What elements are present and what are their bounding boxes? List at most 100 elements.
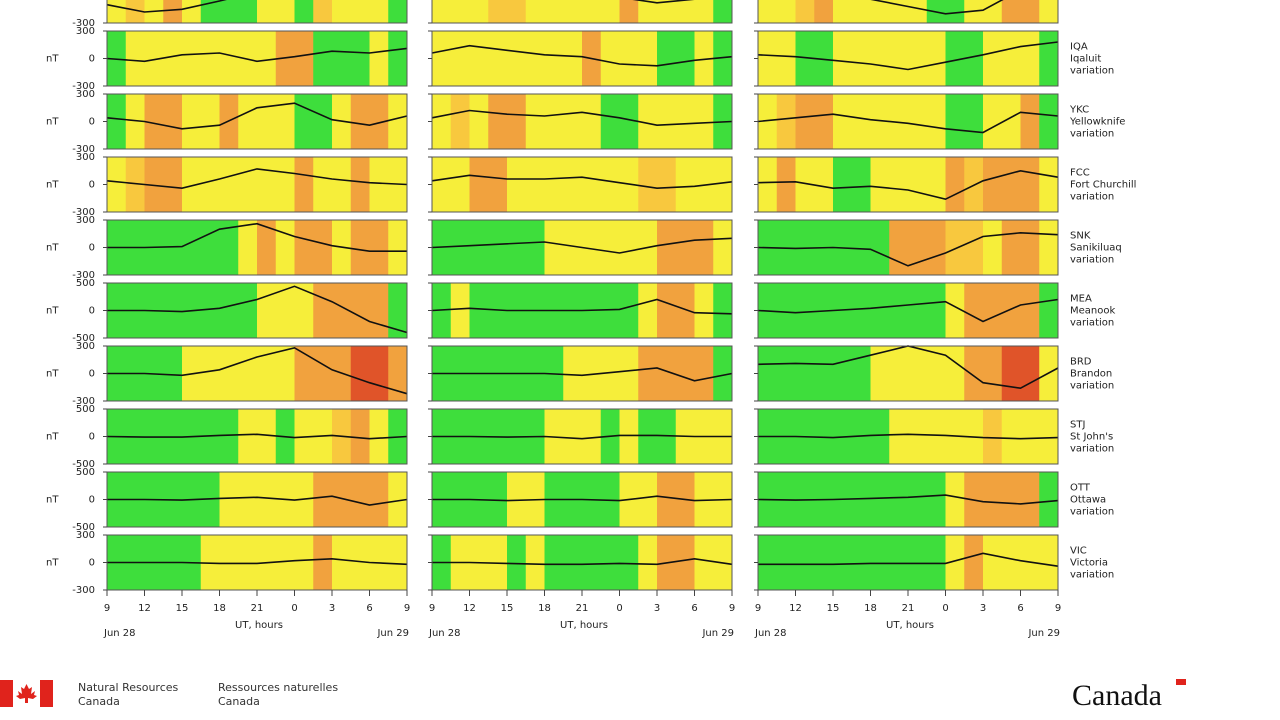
activity-band (582, 409, 602, 464)
activity-band (200, 346, 220, 401)
x-tick-label: 9 (404, 603, 410, 614)
x-tick-label: 21 (251, 603, 264, 614)
activity-band (125, 157, 145, 212)
y-tick-label: 0 (89, 558, 95, 569)
activity-band (294, 94, 314, 149)
wordmark-flag (1176, 679, 1186, 685)
activity-band (926, 94, 946, 149)
activity-band (238, 472, 258, 527)
activity-band (758, 346, 778, 401)
activity-band (908, 472, 928, 527)
y-axis-label: nT (46, 54, 59, 65)
variation-trace (757, 231, 1059, 267)
activity-band (332, 31, 352, 86)
station-label: FCC (1070, 168, 1090, 179)
activity-band (833, 535, 853, 590)
activity-band (525, 157, 545, 212)
station-label: Meanook (1070, 306, 1115, 317)
activity-band (795, 346, 815, 401)
activity-band (238, 220, 258, 275)
activity-band (945, 94, 965, 149)
activity-band (488, 157, 508, 212)
activity-band (388, 346, 408, 401)
activity-band (694, 0, 714, 23)
activity-band (926, 283, 946, 338)
activity-band (369, 409, 389, 464)
x-tick-label: 6 (691, 603, 697, 614)
variation-trace (107, 495, 408, 506)
activity-band (600, 0, 620, 23)
activity-band (488, 0, 508, 23)
activity-band (833, 346, 853, 401)
activity-band (776, 157, 796, 212)
activity-band (219, 31, 239, 86)
activity-band (294, 157, 314, 212)
activity-band (507, 0, 527, 23)
y-axis-label: nT (46, 306, 59, 317)
activity-band (889, 409, 909, 464)
activity-band (275, 0, 295, 23)
activity-band (776, 0, 796, 23)
activity-band (600, 535, 620, 590)
activity-band (238, 409, 258, 464)
activity-band (889, 283, 909, 338)
activity-band (713, 0, 733, 23)
station-label: Iqaluit (1070, 54, 1101, 65)
variation-trace (757, 169, 1059, 201)
activity-band (275, 283, 295, 338)
activity-band (294, 220, 314, 275)
activity-band (294, 535, 314, 590)
maple-leaf (16, 684, 37, 703)
station-label: MEA (1070, 294, 1092, 305)
station-label: Fort Churchill (1070, 180, 1136, 191)
activity-band (544, 157, 564, 212)
activity-band (257, 472, 277, 527)
activity-band (200, 31, 220, 86)
variation-trace (432, 367, 733, 382)
activity-band (182, 0, 202, 23)
activity-band (833, 157, 853, 212)
activity-band (1039, 220, 1059, 275)
activity-band (964, 31, 984, 86)
activity-band (1039, 283, 1059, 338)
y-axis-label: nT (46, 117, 59, 128)
activity-band (219, 220, 239, 275)
y-tick-label: -500 (72, 522, 95, 533)
activity-band (1039, 157, 1059, 212)
activity-band (870, 0, 890, 23)
activity-band (926, 220, 946, 275)
activity-band (469, 283, 489, 338)
station-label: VIC (1070, 546, 1087, 557)
date-label: Jun 29 (1027, 628, 1060, 639)
activity-band (275, 220, 295, 275)
activity-band (1001, 157, 1021, 212)
x-tick-label: 3 (329, 603, 335, 614)
activity-band (219, 0, 239, 23)
activity-band (713, 157, 733, 212)
variation-trace (432, 495, 733, 502)
activity-band (182, 31, 202, 86)
activity-band (600, 472, 620, 527)
wordmark: Canada (1072, 679, 1162, 712)
activity-band (388, 94, 408, 149)
y-tick-label: 300 (76, 530, 95, 541)
activity-band (758, 535, 778, 590)
activity-band (544, 220, 564, 275)
activity-band (1020, 157, 1040, 212)
y-tick-label: 0 (89, 54, 95, 65)
activity-band (638, 94, 658, 149)
x-tick-label: 0 (616, 603, 622, 614)
activity-band (713, 31, 733, 86)
variation-trace (757, 298, 1059, 323)
activity-band (144, 94, 164, 149)
activity-band (388, 283, 408, 338)
x-tick-label: 6 (366, 603, 372, 614)
activity-band (870, 346, 890, 401)
activity-band (238, 346, 258, 401)
activity-band (200, 94, 220, 149)
activity-band (870, 409, 890, 464)
activity-band (926, 346, 946, 401)
activity-band (125, 31, 145, 86)
activity-band (889, 220, 909, 275)
